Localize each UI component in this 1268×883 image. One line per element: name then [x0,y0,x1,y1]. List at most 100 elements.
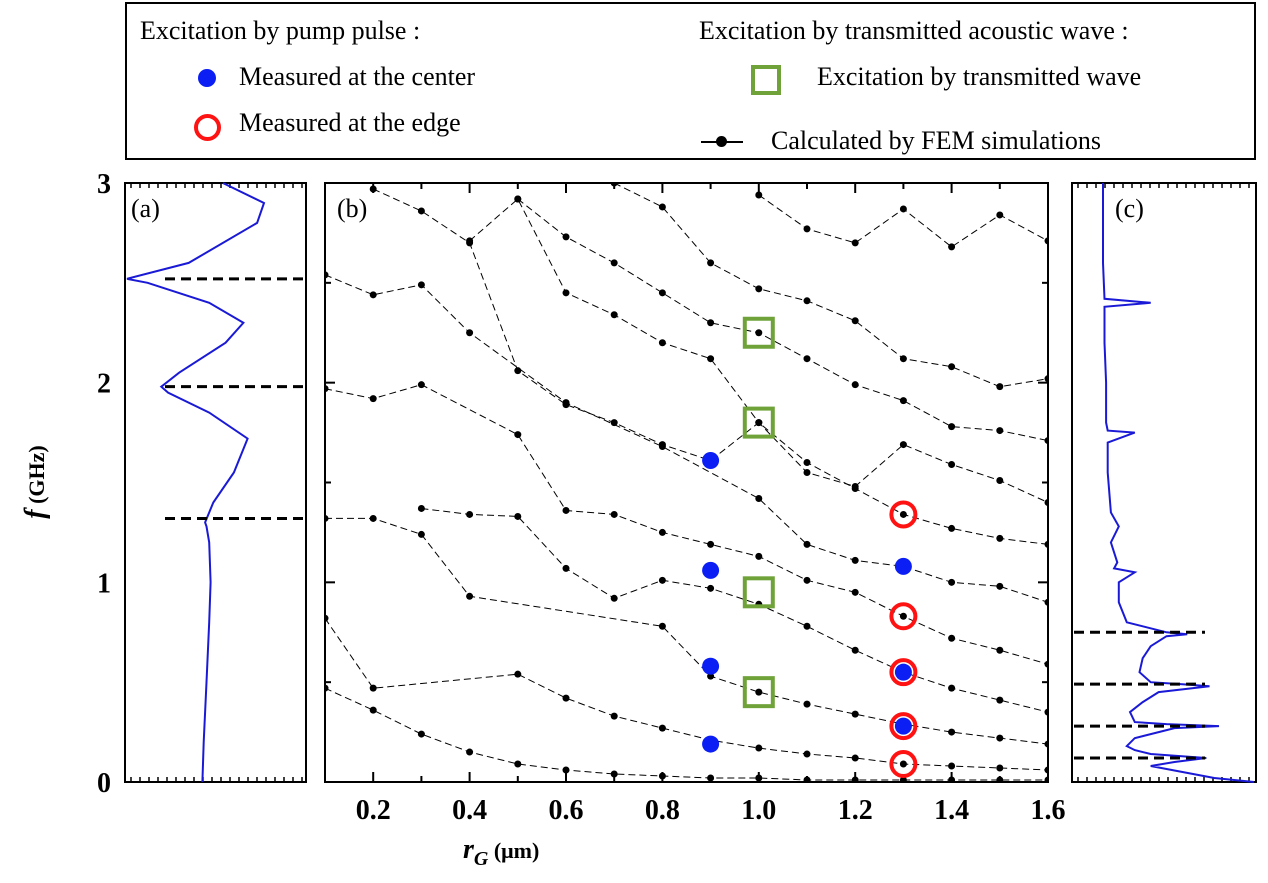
fem-point [325,271,329,279]
fem-point [325,614,329,622]
fem-point [755,494,763,502]
fem-point [803,459,811,467]
fem-point [417,207,425,215]
x-axis-title: rG (μm) [463,834,539,870]
fem-point [369,291,377,299]
fem-point [851,754,859,762]
fem-point [562,506,570,514]
x-tick-label: 0.4 [452,795,487,826]
fem-branch-line [517,198,1048,442]
fem-point [803,225,811,233]
fem-point [803,355,811,363]
fem-point [899,205,907,213]
fem-point [466,237,474,245]
fem-point [658,622,666,630]
fem-point [707,540,715,548]
fem-point [369,395,377,403]
center-dot-marker [702,452,720,470]
fem-branch-line [469,198,1048,503]
y-axis-title: f (GHz) [20,445,51,518]
fem-point [658,528,666,536]
fem-point [369,514,377,522]
legend-transmitted-label: Excitation by transmitted wave [817,62,1142,91]
fem-point [1044,375,1048,383]
transmitted-square-marker [742,576,775,609]
fem-point [707,774,715,782]
fem-point [1044,766,1048,774]
fem-point [658,576,666,584]
fem-point [803,297,811,305]
fem-point [1044,708,1048,716]
fem-point [707,355,715,363]
fem-point [562,766,570,774]
transmitted-square-marker [742,406,775,439]
fem-point [1044,498,1048,506]
center-dot-marker [894,663,912,681]
fem-point [610,510,618,518]
fem-point [948,762,956,770]
edge-circle-marker [889,750,918,779]
x-tick-label: 1.4 [934,795,969,826]
fem-point [562,289,570,297]
fem-point [996,582,1004,590]
legend-fem-label: Calculated by FEM simulations [771,126,1102,155]
panel-a-frame [124,182,307,783]
fem-point [466,748,474,756]
fem-point [514,431,522,439]
fem-branch-line [758,194,1048,248]
fem-point [899,355,907,363]
fem-branch-line [325,687,1048,781]
fem-point [562,233,570,241]
fem-point [369,684,377,692]
edge-circle-marker [889,500,918,529]
fem-point [1044,740,1048,748]
center-dot-marker [894,557,912,575]
fem-point [803,700,811,708]
fem-point [417,530,425,538]
fem-point [369,185,377,193]
fem-point [514,367,522,375]
fem-point [851,776,859,782]
edge-circle-marker [889,602,918,631]
fem-point [325,684,329,692]
fem-point [610,183,618,187]
fem-point [417,381,425,389]
fem-point [658,339,666,347]
fem-point [948,728,956,736]
fem-point [755,774,763,782]
fem-point [1044,237,1048,245]
fem-branch-line [372,188,1048,545]
fem-point [1044,776,1048,782]
legend-left-title: Excitation by pump pulse : [140,16,421,45]
fem-point [996,764,1004,772]
fem-point [755,191,763,199]
fem-point [899,612,907,620]
spectrum-c-line [1102,183,1255,783]
fem-point [610,712,618,720]
fem-point [948,776,956,782]
fem-point [610,770,618,778]
fem-point [466,592,474,600]
fem-point [562,401,570,409]
panel-a-spectrum [126,182,304,783]
spectrum-a-line [126,182,266,783]
svg-text:(c): (c) [1115,194,1144,223]
edge-circle-marker [889,658,918,687]
fem-point [755,419,763,427]
fem-point [851,317,859,325]
transmitted-square-marker [742,676,775,709]
fem-branch-line [325,517,1048,745]
fem-point [948,524,956,532]
fem-point [948,461,956,469]
fem-point [417,281,425,289]
fem-point [996,534,1004,542]
fem-point [851,588,859,596]
fem-branch-line [325,618,1048,771]
panel-b-frame [324,182,1049,783]
fem-point [899,510,907,518]
fem-point [514,760,522,768]
fem-point [325,385,329,393]
fem-point [899,441,907,449]
fem-point [996,383,1004,391]
fem-point [803,622,811,630]
